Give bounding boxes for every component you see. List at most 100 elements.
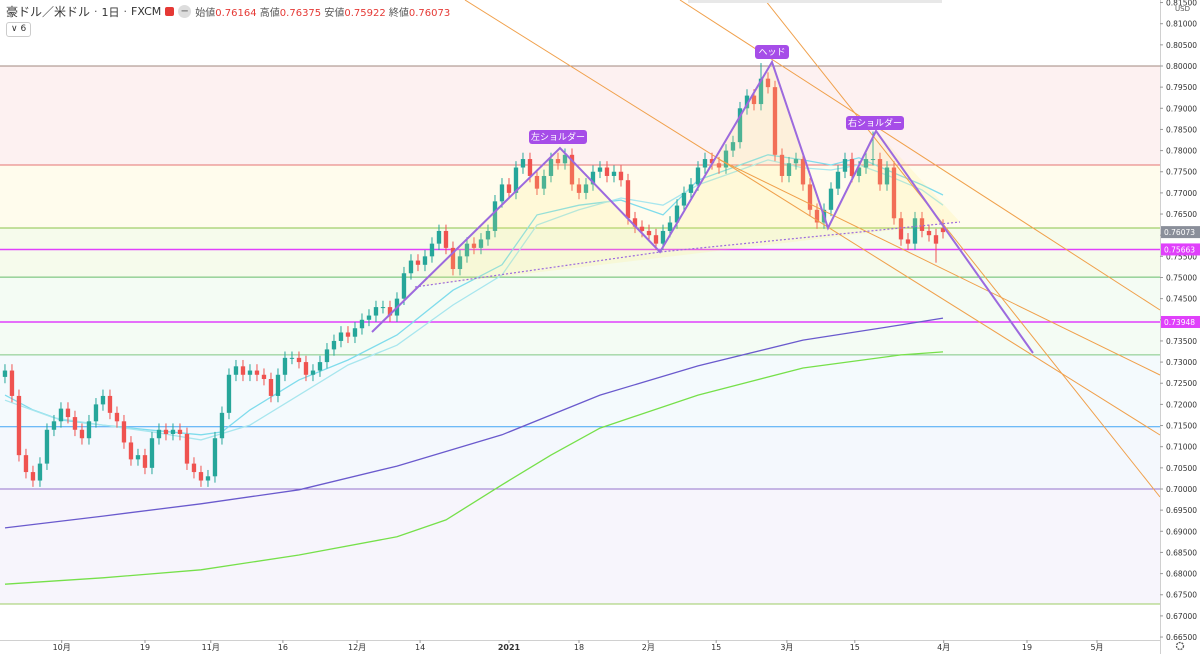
level-band <box>0 164 1160 228</box>
candle-body <box>660 230 666 244</box>
head-shoulders-line <box>371 59 1034 354</box>
candle-body <box>765 78 771 88</box>
candle-body <box>184 433 190 464</box>
candle-body <box>618 171 624 181</box>
y-tick-label: 0.67500 <box>1166 591 1197 600</box>
candle-body <box>58 408 64 422</box>
candle-body <box>688 184 694 193</box>
candle-body <box>786 163 792 176</box>
candle-body <box>653 235 659 244</box>
level-band <box>0 277 1160 355</box>
y-tick-label: 0.73500 <box>1166 337 1197 346</box>
candle-body <box>2 370 8 377</box>
source: FXCM <box>131 5 162 18</box>
y-tick-label: 0.68000 <box>1166 570 1197 579</box>
x-tick-label: 10月 <box>53 643 71 652</box>
candle-body <box>632 218 638 227</box>
candle-body <box>863 159 869 168</box>
level-band <box>0 426 1160 489</box>
candle-body <box>331 340 337 350</box>
candle-body <box>772 87 778 155</box>
y-tick-label: 0.79000 <box>1166 104 1197 113</box>
settings-icon[interactable] <box>1175 641 1185 651</box>
collapse-button[interactable]: − <box>178 5 192 18</box>
market-status <box>165 7 175 16</box>
y-tick-label: 0.66500 <box>1166 633 1197 642</box>
candle-body <box>674 205 680 223</box>
candle-body <box>303 362 309 375</box>
y-tick-label: 0.76500 <box>1166 210 1197 219</box>
candle-body <box>366 315 372 320</box>
moving-average <box>4 159 944 441</box>
price-line-tag: 0.75663 <box>1164 245 1195 254</box>
interval[interactable]: 1日 <box>101 5 120 19</box>
x-tick-label: 19 <box>1022 643 1032 652</box>
candle-body <box>898 218 904 240</box>
candle-body <box>415 260 421 265</box>
x-tick-label: 11月 <box>202 643 220 652</box>
candle-body <box>527 159 533 176</box>
candle-body <box>695 167 701 185</box>
background-layer <box>0 65 1160 605</box>
candle-body <box>492 201 498 231</box>
candle-body <box>667 222 673 231</box>
candle-body <box>933 235 939 244</box>
candle-body <box>65 408 71 418</box>
y-tick-label: 0.77000 <box>1166 189 1197 198</box>
candle-body <box>240 366 246 375</box>
candle-body <box>807 184 813 210</box>
candle-body <box>422 256 428 265</box>
candle-body <box>758 78 764 105</box>
candle-body <box>835 171 841 189</box>
y-tick-label: 0.80500 <box>1166 41 1197 50</box>
y-tick-label: 0.77500 <box>1166 168 1197 177</box>
candle-body <box>114 412 120 422</box>
legend-header: 豪ドル／米ドル · 1日 · FXCM − 始値0.76164 高値0.76375 … <box>6 4 451 19</box>
high-label: 高値 <box>259 8 280 19</box>
y-tick-label: 0.70500 <box>1166 464 1197 473</box>
candle-body <box>282 357 288 375</box>
y-tick-label: 0.70000 <box>1166 485 1197 494</box>
candle-body <box>723 150 729 168</box>
y-tick-label: 0.71500 <box>1166 422 1197 431</box>
candle-body <box>86 421 92 439</box>
indicator-count: 6 <box>20 24 27 34</box>
candle-body <box>926 230 932 236</box>
ohlc: 始値0.76164 高値0.76375 安値0.75922 終値0.76073 <box>195 4 450 19</box>
y-tick-label: 0.74500 <box>1166 295 1197 304</box>
candle-body <box>205 476 211 481</box>
candle-body <box>562 154 568 164</box>
time-axis-bg <box>0 640 1160 654</box>
candle-body <box>828 188 834 210</box>
y-tick-label: 0.68500 <box>1166 548 1197 557</box>
candle-body <box>513 167 519 193</box>
y-tick-label: 0.71000 <box>1166 443 1197 452</box>
candle-body <box>856 167 862 176</box>
candle-body <box>541 175 547 189</box>
annotation: 右ショルダー <box>846 116 904 130</box>
candle-body <box>646 230 652 236</box>
candle-body <box>891 167 897 219</box>
candle-body <box>884 167 890 185</box>
candle-body <box>380 307 386 309</box>
candle-body <box>373 307 379 316</box>
candle-body <box>779 154 785 176</box>
indicator-toggle[interactable]: ∨ 6 <box>6 22 32 37</box>
candle-body <box>401 273 407 299</box>
candle-body <box>79 429 85 439</box>
candle-body <box>849 159 855 176</box>
neckline <box>414 221 961 288</box>
x-tick-label: 5月 <box>1090 643 1103 652</box>
last-price-tag-bg <box>1161 226 1200 239</box>
moving-average <box>4 317 944 529</box>
candle-body <box>702 159 708 168</box>
close-value: 0.76073 <box>408 8 451 19</box>
candle-body <box>814 209 820 223</box>
candle-body <box>170 429 176 434</box>
annotation: ヘッド <box>755 45 789 59</box>
candle-body <box>485 230 491 240</box>
candle-body <box>72 417 78 430</box>
candle-body <box>737 108 743 143</box>
candle-body <box>191 463 197 473</box>
